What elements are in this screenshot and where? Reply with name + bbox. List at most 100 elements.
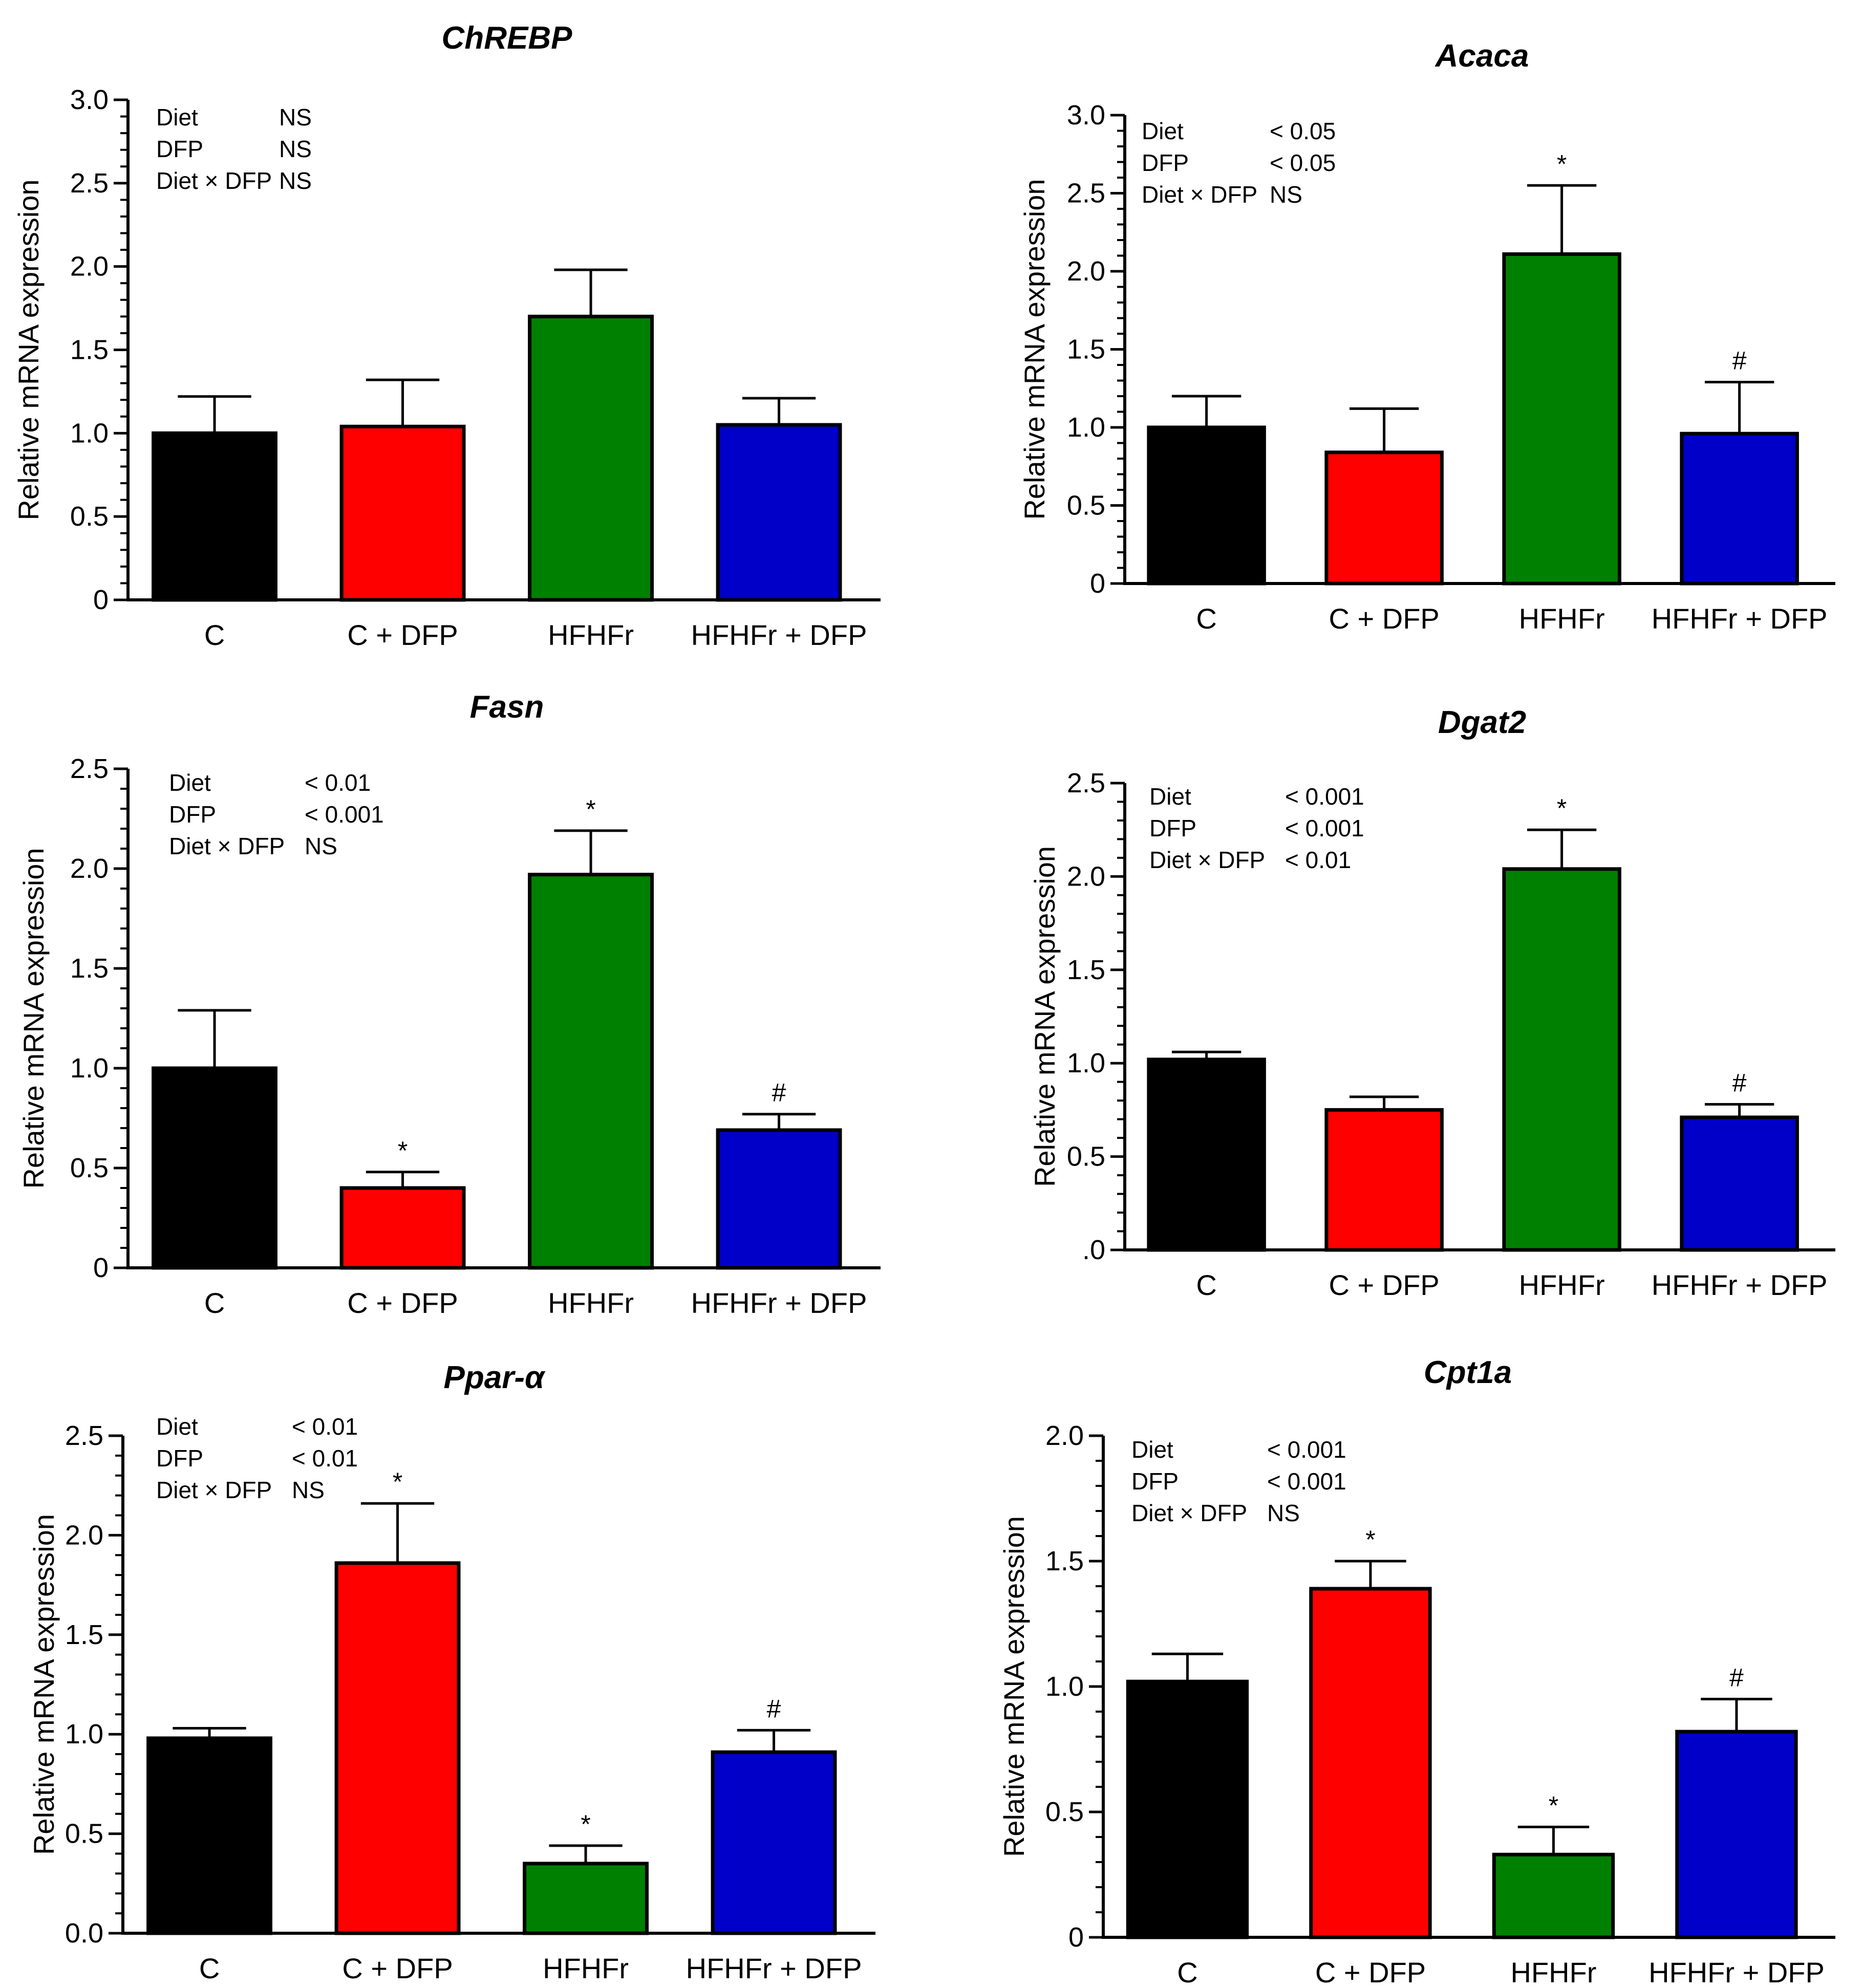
x-tick-label: C + DFP (1329, 602, 1439, 635)
stat-label: Diet × DFP (156, 167, 272, 194)
stat-value: < 0.01 (1285, 847, 1351, 873)
stat-label: DFP (169, 801, 216, 828)
bar-c-dfp (334, 1561, 461, 1935)
y-tick-label: 1.0 (1067, 1048, 1105, 1078)
y-axis-label: Relative mRNA expression (28, 1514, 60, 1855)
x-tick-label: HFHFr + DFP (686, 1952, 862, 1984)
y-tick-label: 1.5 (65, 1619, 103, 1650)
stat-value: < 0.001 (1267, 1436, 1346, 1463)
stat-value: < 0.05 (1270, 149, 1336, 176)
x-tick-label: C + DFP (347, 619, 458, 651)
y-tick-label: 0 (1068, 1922, 1084, 1953)
x-tick-label: HFHFr (1519, 1269, 1605, 1301)
bar-c-dfp (1309, 1587, 1432, 1939)
bar-hfhfr-dfp (1680, 431, 1799, 586)
stat-value: NS (279, 167, 312, 194)
x-tick-label: HFHFr + DFP (691, 1287, 867, 1319)
stat-value: NS (292, 1477, 325, 1503)
bar-hfhfr-dfp (716, 1128, 842, 1270)
stat-label: Diet (169, 769, 211, 796)
stat-label: Diet (1149, 783, 1191, 810)
y-tick-label: 0 (1090, 568, 1105, 599)
stat-value: NS (1267, 1500, 1300, 1526)
chart-title: Ppar-α (444, 1360, 546, 1395)
y-tick-label: 2.0 (70, 853, 109, 884)
x-tick-label: C (1177, 1956, 1197, 1985)
significance-star: * (1557, 794, 1567, 823)
stat-label: DFP (1149, 815, 1196, 841)
y-tick-label: 3.0 (1067, 100, 1105, 131)
x-tick-label: C (204, 619, 225, 651)
stat-label: Diet (156, 104, 198, 131)
y-tick-label: 2.0 (1067, 861, 1105, 892)
y-tick-label: 1.5 (70, 953, 109, 984)
stat-label: DFP (156, 1445, 203, 1472)
x-tick-label: C (199, 1952, 220, 1984)
bar-hfhfr (1502, 867, 1621, 1252)
bar-hfhfr-dfp (1675, 1730, 1798, 1939)
chart-title: ChREBP (442, 20, 573, 56)
stat-label: DFP (156, 136, 203, 162)
y-tick-label: 0.5 (65, 1819, 103, 1849)
stat-value: < 0.001 (1285, 783, 1364, 810)
chart-panel-6: Cpt1a Relative mRNA expression 0 0.5 1.0 1.5 2… (998, 1355, 1835, 1988)
bar-c-dfp (339, 1186, 466, 1270)
y-tick-label: 0.0 (65, 1918, 103, 1949)
stat-value: NS (279, 104, 312, 131)
y-tick-label: 1.0 (70, 418, 109, 448)
significance-star: * (1557, 149, 1567, 178)
y-tick-label: 2.0 (65, 1520, 103, 1550)
x-tick-label: HFHFr (1519, 602, 1605, 635)
stat-label: Diet × DFP (156, 1477, 272, 1503)
x-tick-label: HFHFr (548, 619, 634, 651)
stat-label: Diet × DFP (1149, 847, 1265, 873)
significance-star: * (398, 1136, 408, 1165)
y-tick-label: 0.5 (70, 501, 109, 532)
x-tick-label: HFHFr + DFP (1648, 1956, 1825, 1985)
chart-panel-2: Acaca Relative mRNA expression 0 0.5 1.0 1.5 2… (1018, 38, 1835, 635)
y-axis-label: Relative mRNA expression (1018, 179, 1051, 520)
bar-c-dfp (1324, 450, 1444, 586)
y-tick-label: 1.5 (1067, 334, 1105, 365)
y-axis-label: Relative mRNA expression (1029, 846, 1061, 1187)
x-tick-label: HFHFr + DFP (691, 619, 867, 651)
significance-star: * (1365, 1525, 1375, 1554)
bar-hfhfr (1492, 1852, 1615, 1939)
bar-c (152, 1066, 277, 1270)
stat-value: NS (279, 136, 312, 162)
x-tick-label: HFHFr (548, 1287, 634, 1319)
significance-star: * (581, 1810, 590, 1839)
y-tick-label: 2.5 (1067, 178, 1105, 209)
y-tick-label: 2.0 (70, 251, 109, 282)
y-tick-label: 1.0 (1045, 1671, 1084, 1702)
stat-label: Diet × DFP (1142, 181, 1257, 208)
chart-panel-5: Ppar-α Relative mRNA expression 0.0 0.5 1.0 1… (28, 1360, 875, 1984)
y-tick-label: 3.0 (70, 84, 109, 115)
x-tick-label: HFHFr (1510, 1956, 1596, 1985)
y-tick-label: 0.5 (1045, 1797, 1084, 1827)
significance-star: * (586, 795, 595, 824)
bar-hfhfr (1502, 252, 1621, 586)
stat-label: Diet (1131, 1436, 1173, 1463)
y-tick-label: 1.0 (70, 1053, 109, 1084)
y-tick-label: 0 (93, 585, 109, 615)
x-tick-label: C + DFP (1315, 1956, 1426, 1985)
y-tick-label: 1.0 (65, 1719, 103, 1749)
x-tick-label: HFHFr (543, 1952, 629, 1984)
stat-value: < 0.05 (1270, 118, 1336, 144)
bar-hfhfr-dfp (711, 1750, 837, 1935)
x-tick-label: C + DFP (347, 1287, 458, 1319)
stat-value: NS (305, 833, 337, 859)
stat-label: Diet (1142, 118, 1184, 144)
bar-hfhfr-dfp (716, 423, 842, 602)
y-axis-label: Relative mRNA expression (12, 179, 45, 520)
bar-c (152, 431, 277, 602)
x-tick-label: HFHFr + DFP (1652, 602, 1828, 635)
stat-value: < 0.01 (292, 1445, 358, 1472)
chart-panel-3: Fasn Relative mRNA expression 0 0.5 1.0 1.5 2.… (17, 689, 881, 1319)
x-tick-label: C (204, 1287, 225, 1319)
bar-c (1126, 1679, 1249, 1939)
chart-title: Fasn (470, 689, 544, 725)
significance-hash: # (767, 1694, 781, 1723)
